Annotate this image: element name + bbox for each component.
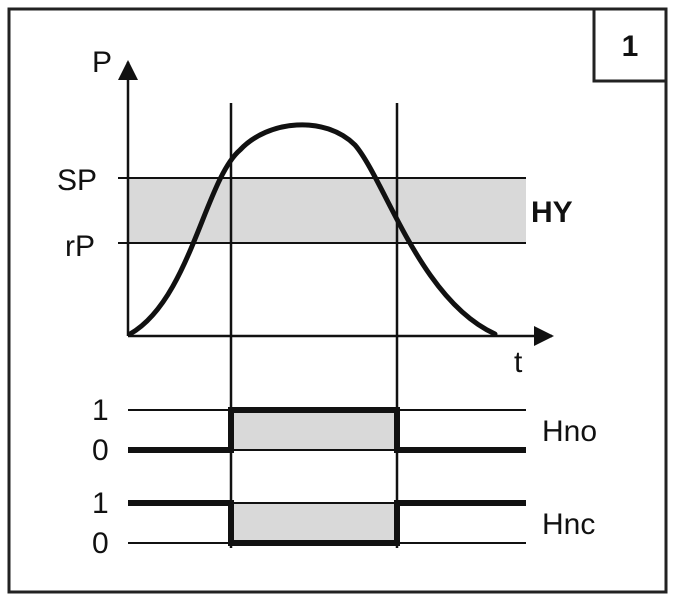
- pressure-curve: [127, 122, 498, 337]
- hnc-off-area: [231, 503, 397, 543]
- hno-high-label: 1: [92, 394, 109, 427]
- hnc-low-label: 0: [92, 527, 109, 560]
- hnc-signal: [128, 500, 526, 546]
- hno-on-area: [231, 410, 397, 450]
- hnc-high-label: 1: [92, 487, 109, 520]
- hnc-label: Hnc: [542, 508, 595, 541]
- y-axis-label: P: [92, 46, 112, 79]
- badge-number: 1: [622, 30, 639, 63]
- hno-signal: [128, 407, 526, 453]
- hno-low-label: 0: [92, 434, 109, 467]
- outer-frame: [7, 7, 668, 594]
- rp-label: rP: [65, 230, 95, 263]
- x-axis-label: t: [514, 346, 523, 379]
- badge-box: [592, 7, 668, 83]
- hno-label: Hno: [542, 415, 597, 448]
- sp-label: SP: [57, 164, 97, 197]
- hysteresis-band: [128, 178, 526, 243]
- hy-label: HY: [531, 196, 573, 229]
